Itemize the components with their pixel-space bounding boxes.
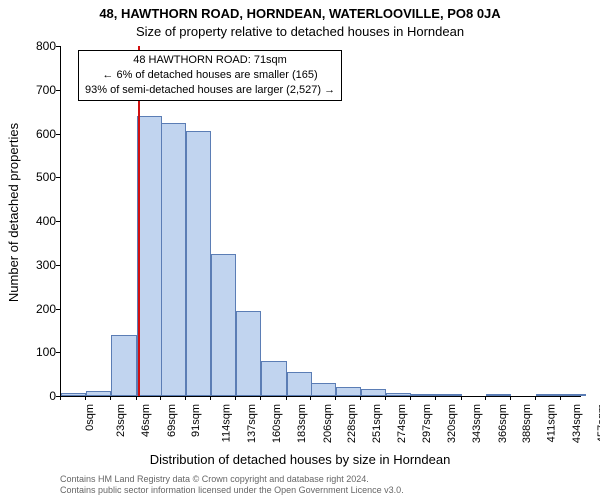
x-tick-label: 23sqm: [115, 404, 127, 437]
histogram-bar: [436, 394, 461, 396]
chart-title: 48, HAWTHORN ROAD, HORNDEAN, WATERLOOVIL…: [0, 6, 600, 21]
histogram-bar: [161, 123, 186, 396]
histogram-bar: [361, 389, 386, 396]
y-tick-label: 600: [16, 127, 56, 141]
histogram-bar: [386, 393, 411, 396]
annotation-line3: 93% of semi-detached houses are larger (…: [85, 83, 335, 98]
x-tick-label: 46sqm: [140, 404, 152, 437]
histogram-bar: [236, 311, 261, 396]
x-tick-label: 183sqm: [296, 404, 308, 443]
x-tick-label: 411sqm: [545, 404, 557, 442]
y-tick-label: 700: [16, 83, 56, 97]
histogram-bar: [137, 116, 162, 396]
y-tick-label: 300: [16, 258, 56, 272]
x-tick-label: 0sqm: [84, 404, 96, 431]
y-tick-label: 800: [16, 39, 56, 53]
footer-attribution: Contains HM Land Registry data © Crown c…: [60, 474, 404, 497]
x-tick-label: 206sqm: [322, 404, 334, 443]
histogram-bar: [536, 394, 561, 396]
footer-line1: Contains HM Land Registry data © Crown c…: [60, 474, 404, 485]
histogram-bar: [86, 391, 111, 396]
x-tick-label: 320sqm: [446, 404, 458, 443]
x-tick-label: 343sqm: [472, 404, 484, 443]
x-tick-label: 457sqm: [596, 404, 600, 443]
x-tick-label: 114sqm: [220, 404, 232, 442]
y-tick-label: 0: [16, 389, 56, 403]
footer-line2: Contains public sector information licen…: [60, 485, 404, 496]
histogram-bar: [311, 383, 336, 396]
annotation-line2: ← 6% of detached houses are smaller (165…: [85, 68, 335, 83]
histogram-bar: [561, 394, 586, 396]
y-axis-label: Number of detached properties: [6, 33, 21, 212]
y-tick-label: 400: [16, 214, 56, 228]
x-tick-label: 228sqm: [346, 404, 358, 443]
chart-subtitle: Size of property relative to detached ho…: [0, 24, 600, 39]
x-tick-label: 251sqm: [371, 404, 383, 443]
histogram-bar: [287, 372, 312, 396]
histogram-bar: [111, 335, 136, 396]
x-tick-label: 297sqm: [421, 404, 433, 443]
histogram-bar: [486, 394, 511, 396]
histogram-bar: [336, 387, 361, 396]
histogram-bar: [211, 254, 236, 396]
annotation-line1: 48 HAWTHORN ROAD: 71sqm: [85, 53, 335, 68]
x-tick-label: 91sqm: [190, 404, 202, 437]
x-tick-label: 69sqm: [166, 404, 178, 437]
x-tick-label: 137sqm: [246, 404, 258, 443]
histogram-bar: [261, 361, 286, 396]
x-tick-label: 160sqm: [271, 404, 283, 443]
y-tick-label: 500: [16, 170, 56, 184]
x-axis-label: Distribution of detached houses by size …: [0, 452, 600, 467]
x-tick-label: 434sqm: [571, 404, 583, 443]
y-tick-label: 200: [16, 302, 56, 316]
x-tick-label: 366sqm: [497, 404, 509, 443]
histogram-bar: [411, 394, 436, 396]
histogram-bar: [61, 393, 86, 396]
x-tick-label: 388sqm: [521, 404, 533, 443]
annotation-box: 48 HAWTHORN ROAD: 71sqm ← 6% of detached…: [78, 50, 342, 101]
x-tick-label: 274sqm: [396, 404, 408, 443]
histogram-bar: [186, 131, 211, 396]
y-tick-label: 100: [16, 345, 56, 359]
